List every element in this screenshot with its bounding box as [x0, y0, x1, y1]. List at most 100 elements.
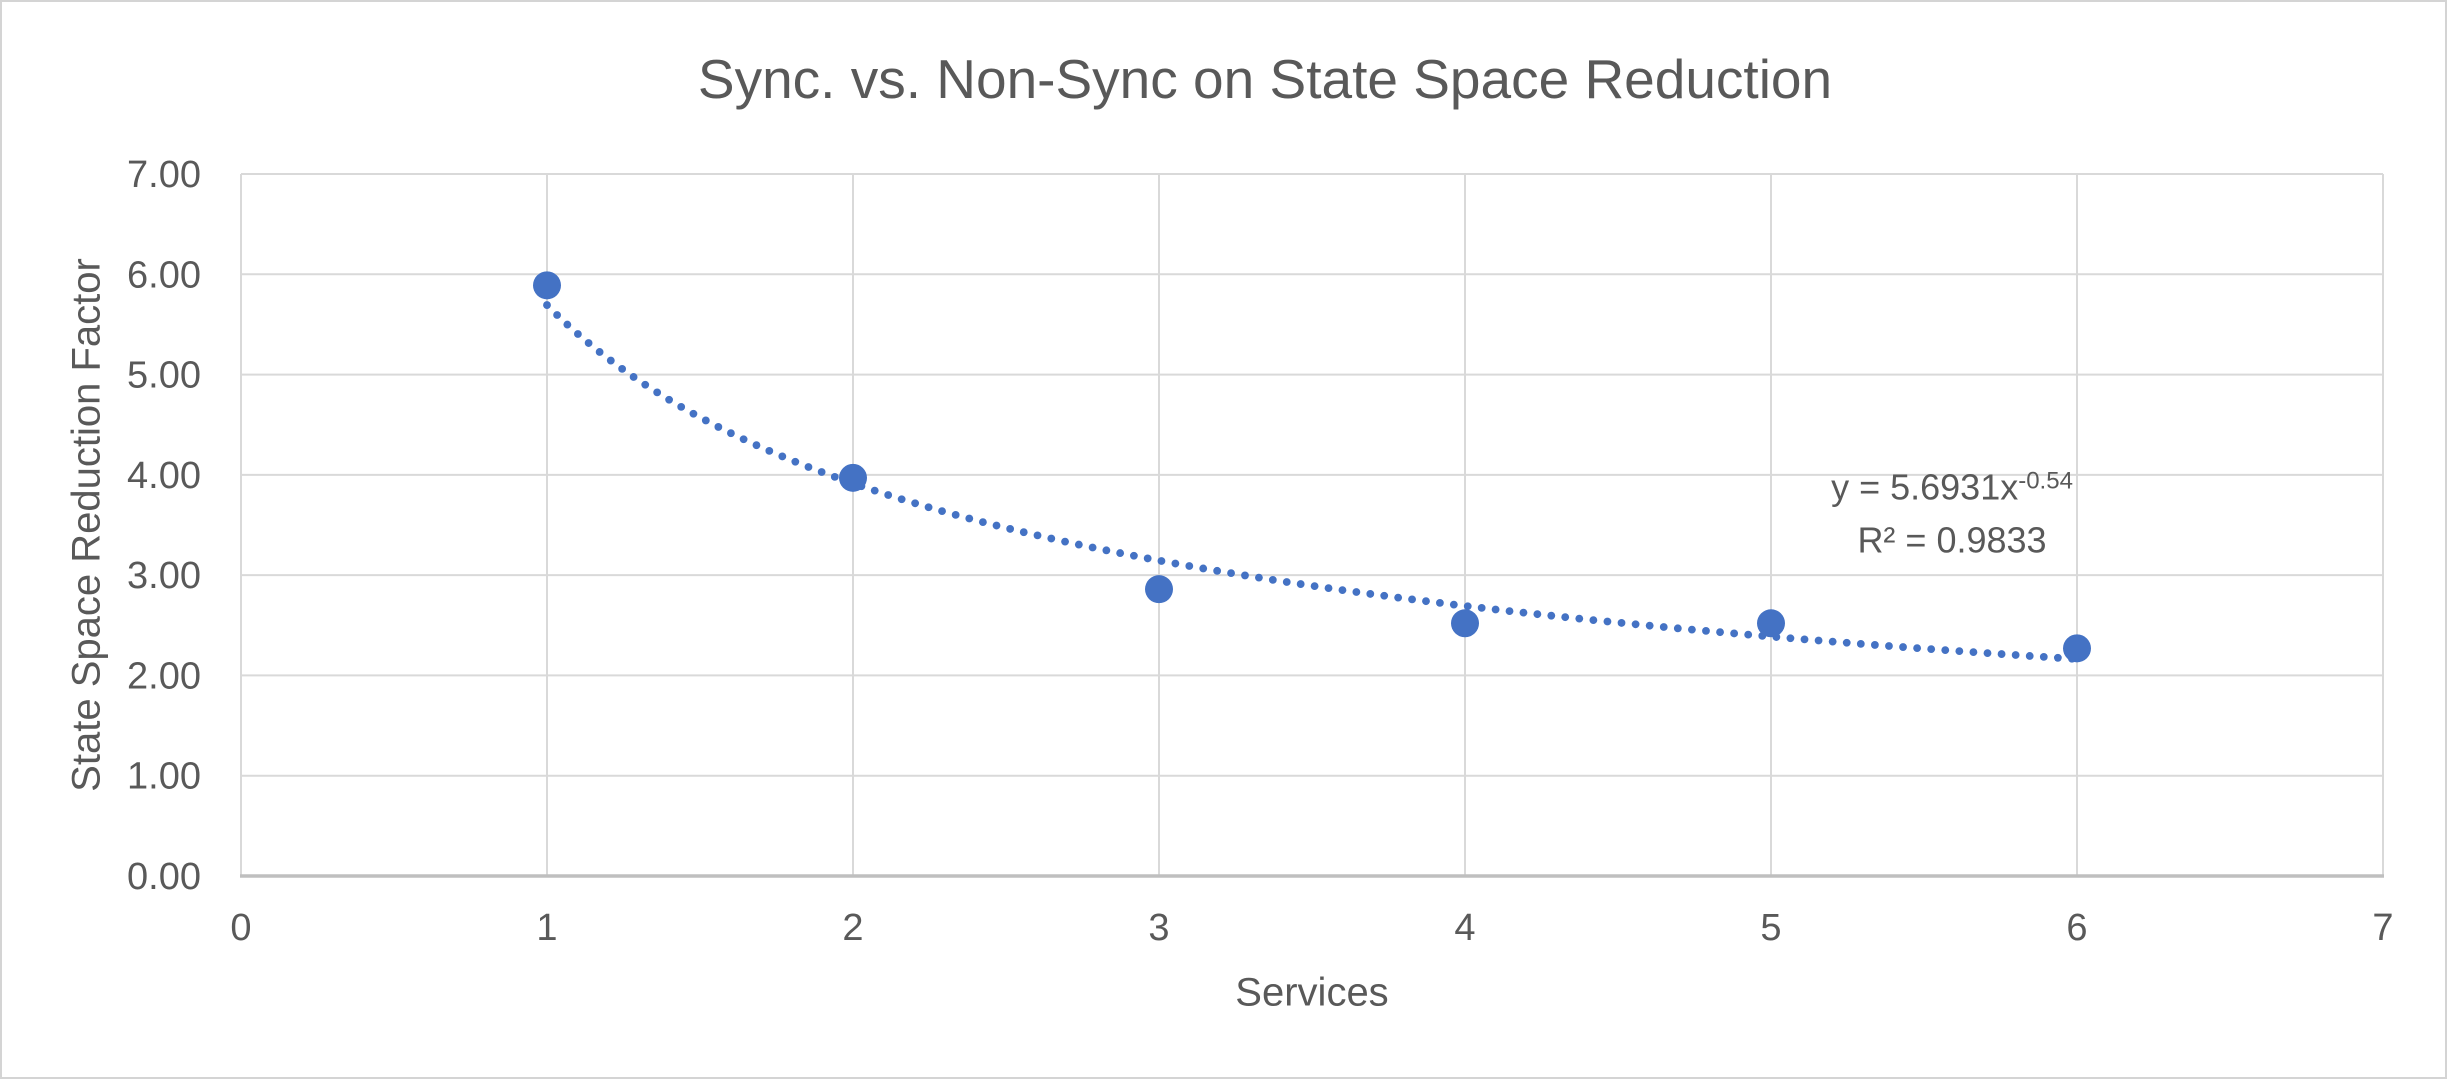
trendline-dot — [1352, 588, 1361, 596]
trendline-dot — [563, 320, 572, 329]
data-point — [2063, 634, 2091, 663]
trendline-dot — [1561, 613, 1570, 622]
x-tick-label: 3 — [1148, 907, 1169, 949]
trendline-equation: y = 5.6931x-0.54 — [1831, 464, 2073, 517]
trendline-dot — [1828, 637, 1837, 646]
trendline-dot — [1533, 610, 1542, 619]
trendline-dot — [1927, 645, 1936, 654]
trendline-dot — [1061, 537, 1069, 546]
trendline-dot — [1800, 635, 1809, 644]
trendline-dot — [1463, 602, 1472, 611]
trendline-dot — [1617, 619, 1626, 627]
x-tick-label: 5 — [1760, 907, 1781, 949]
trendline-dot — [1913, 644, 1922, 652]
data-point — [839, 463, 867, 492]
trendline-dot — [2039, 652, 2048, 661]
trendline-dot — [804, 463, 813, 471]
y-tick-label: 7.00 — [127, 154, 201, 196]
trendline-dot — [677, 402, 686, 411]
trendline-dot — [1645, 621, 1654, 630]
trendline-dot — [653, 388, 662, 397]
x-tick-label: 6 — [2066, 907, 2087, 949]
trendline-dot — [1310, 582, 1319, 591]
x-tick-label: 2 — [842, 907, 863, 949]
y-tick-label: 4.00 — [127, 455, 201, 497]
trendline-dot — [884, 491, 893, 499]
trendline-dot — [938, 507, 946, 515]
chart-title: Sync. vs. Non-Sync on State Space Reduct… — [697, 48, 1833, 110]
trendline-annotation: y = 5.6931x-0.54 R² = 0.9833 — [1831, 464, 2073, 565]
trendline-dot — [1255, 573, 1263, 582]
trendline-dot — [739, 435, 748, 444]
trendline-dot — [1213, 566, 1222, 575]
trendline-dot — [543, 301, 551, 309]
trendline-dot — [1157, 557, 1166, 565]
trendline-dot — [641, 380, 650, 389]
trendline-dot — [778, 452, 787, 461]
trendline-dot — [1074, 540, 1083, 549]
trendline-dot — [1744, 630, 1753, 639]
trendline-dot — [1687, 625, 1696, 634]
trendline-dot — [689, 409, 698, 418]
trendline-dot — [951, 510, 960, 519]
trendline-dot — [1955, 647, 1964, 656]
trendline-dot — [1997, 650, 2006, 658]
trendline-dot — [817, 468, 826, 476]
trendline-dot — [765, 446, 774, 455]
trendline-dot — [1941, 646, 1950, 655]
data-point — [1757, 609, 1785, 638]
trendline-dot — [665, 395, 673, 404]
x-tick-label: 4 — [1454, 907, 1475, 949]
trendline-dot — [1199, 564, 1208, 573]
trendline-dot — [1885, 642, 1893, 650]
trendline-dot — [1659, 623, 1668, 631]
trendline-dot — [830, 472, 839, 481]
trendline-dot — [727, 429, 735, 438]
y-tick-label: 3.00 — [127, 555, 201, 597]
trendline-dot — [1589, 616, 1598, 624]
trendline-dot — [2011, 651, 2020, 659]
trendline-dot — [1673, 624, 1682, 633]
y-tick-label: 6.00 — [127, 254, 201, 296]
trendline-dot — [714, 423, 723, 431]
trendline-dot — [1408, 595, 1416, 604]
trendline-dot — [1786, 634, 1795, 643]
trendline-dot — [1436, 598, 1444, 607]
trendline-dot — [553, 311, 561, 319]
trendline-dot — [1603, 617, 1612, 626]
trendline-dot — [1227, 569, 1235, 578]
x-tick-label: 7 — [2372, 907, 2393, 949]
x-tick-label: 1 — [536, 907, 557, 949]
trendline-dot — [1842, 638, 1851, 647]
trendline-dot — [1422, 597, 1430, 606]
equation-prefix: y = 5.6931x — [1831, 466, 2019, 508]
trendline-dot — [584, 339, 593, 347]
trendline-dot — [897, 495, 906, 504]
trendline-dot — [1282, 578, 1291, 586]
trendline-dot — [992, 521, 1001, 530]
trendline-dot — [1143, 554, 1152, 563]
y-tick-label: 0.00 — [127, 856, 201, 898]
trendline-dot — [1338, 586, 1347, 594]
trendline-dot — [1006, 525, 1015, 533]
trendline-dot — [1505, 607, 1514, 615]
trendline-dot — [1102, 546, 1111, 555]
trendline-dot — [752, 441, 761, 450]
trendline-dot — [1047, 534, 1056, 543]
data-point — [1145, 575, 1173, 604]
trendline-dot — [1716, 628, 1724, 637]
trendline-dot — [978, 518, 987, 526]
trendline-dot — [965, 514, 974, 523]
trendline-dot — [1171, 559, 1180, 568]
trendline-dot — [1296, 580, 1305, 588]
trendline-dot — [1241, 571, 1249, 580]
trendline-dot — [1730, 629, 1739, 638]
y-tick-label: 1.00 — [127, 756, 201, 798]
trendline-dot — [1088, 543, 1097, 552]
x-axis-title: Services — [1235, 970, 1389, 1015]
equation-exponent: -0.54 — [2018, 467, 2073, 495]
trendline-dot — [618, 364, 627, 373]
data-point — [533, 271, 561, 300]
